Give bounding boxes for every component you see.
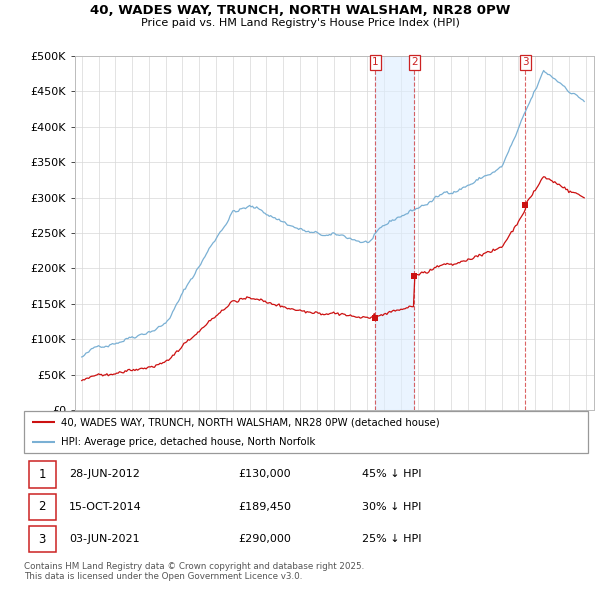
Text: Price paid vs. HM Land Registry's House Price Index (HPI): Price paid vs. HM Land Registry's House …	[140, 18, 460, 28]
FancyBboxPatch shape	[29, 461, 56, 487]
Text: 28-JUN-2012: 28-JUN-2012	[69, 469, 140, 479]
Text: Contains HM Land Registry data © Crown copyright and database right 2025.
This d: Contains HM Land Registry data © Crown c…	[24, 562, 364, 581]
Text: 03-JUN-2021: 03-JUN-2021	[69, 535, 140, 545]
Text: 3: 3	[38, 533, 46, 546]
Text: 25% ↓ HPI: 25% ↓ HPI	[362, 535, 422, 545]
FancyBboxPatch shape	[29, 494, 56, 520]
Text: £290,000: £290,000	[238, 535, 291, 545]
Text: 30% ↓ HPI: 30% ↓ HPI	[362, 502, 422, 512]
Text: 1: 1	[38, 468, 46, 481]
Bar	[376, 56, 414, 410]
FancyBboxPatch shape	[29, 526, 56, 552]
Text: £130,000: £130,000	[238, 469, 291, 479]
Text: HPI: Average price, detached house, North Norfolk: HPI: Average price, detached house, Nort…	[61, 437, 315, 447]
Text: 3: 3	[522, 57, 529, 67]
Text: 45% ↓ HPI: 45% ↓ HPI	[362, 469, 422, 479]
Text: 1: 1	[372, 57, 379, 67]
Text: £189,450: £189,450	[238, 502, 292, 512]
Text: 2: 2	[38, 500, 46, 513]
Text: 40, WADES WAY, TRUNCH, NORTH WALSHAM, NR28 0PW (detached house): 40, WADES WAY, TRUNCH, NORTH WALSHAM, NR…	[61, 417, 439, 427]
Text: 40, WADES WAY, TRUNCH, NORTH WALSHAM, NR28 0PW: 40, WADES WAY, TRUNCH, NORTH WALSHAM, NR…	[90, 4, 510, 17]
FancyBboxPatch shape	[24, 411, 588, 453]
Text: 2: 2	[411, 57, 418, 67]
Text: 15-OCT-2014: 15-OCT-2014	[69, 502, 142, 512]
